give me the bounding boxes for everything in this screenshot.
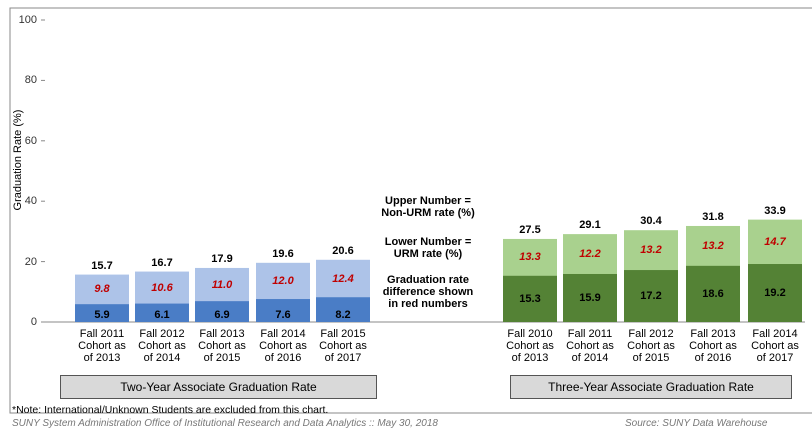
difference-label: 11.0 (211, 278, 233, 291)
lower-bar (563, 273, 617, 322)
x-tick-label: Fall 2012 Cohort as of 2014 (138, 328, 186, 364)
difference-label: 12.0 (272, 274, 294, 287)
legend-note: Lower Number = URM rate (%) (384, 236, 472, 260)
x-tick-label: Fall 2014 Cohort as of 2016 (259, 328, 307, 364)
lower-bar (686, 265, 740, 322)
y-tick-label: 0 (30, 316, 37, 328)
lower-bar (256, 299, 310, 322)
note: *Note: International/Unknown Students ar… (12, 404, 329, 416)
difference-label: 13.2 (702, 239, 724, 252)
lower-bar (316, 297, 370, 322)
upper-value-label: 16.7 (151, 256, 173, 269)
x-tick-label: Fall 2011 Cohort as of 2014 (566, 328, 614, 364)
y-tick-label: 60 (24, 134, 37, 147)
lower-value-label: 6.1 (154, 309, 170, 321)
upper-value-label: 20.6 (332, 244, 354, 257)
difference-label: 13.2 (640, 244, 662, 257)
lower-bar (748, 264, 802, 322)
lower-bar (624, 270, 678, 322)
lower-value-label: 6.9 (214, 309, 230, 321)
lower-value-label: 5.9 (94, 309, 110, 321)
difference-label: 12.2 (579, 248, 601, 261)
difference-label: 10.6 (151, 281, 173, 294)
x-tick-label: Fall 2013 Cohort as of 2016 (689, 328, 737, 364)
frame (9, 7, 812, 414)
difference-label: 9.8 (94, 283, 110, 296)
difference-label: 12.4 (332, 272, 354, 285)
upper-value-label: 33.9 (764, 204, 786, 217)
upper-value-label: 31.8 (702, 210, 724, 223)
x-tick-label: Fall 2013 Cohort as of 2015 (198, 328, 246, 364)
difference-label: 13.3 (519, 251, 541, 264)
lower-value-label: 17.2 (640, 290, 662, 303)
lower-value-label: 15.9 (579, 291, 601, 304)
lower-bar (75, 304, 129, 322)
legend-note: Graduation rate difference shown in red … (382, 274, 474, 310)
y-tick-label: 40 (24, 195, 37, 208)
x-tick-label: Fall 2015 Cohort as of 2017 (319, 328, 367, 364)
upper-value-label: 29.1 (579, 219, 601, 232)
lower-value-label: 7.6 (275, 309, 291, 321)
y-axis-label: Graduation Rate (%) (12, 109, 24, 211)
lower-bar (503, 275, 557, 322)
lower-bar (135, 303, 189, 322)
legend-note: Upper Number = Non-URM rate (%) (381, 195, 475, 219)
source: Source: SUNY Data Warehouse (625, 418, 768, 429)
upper-value-label: 17.9 (211, 252, 233, 265)
y-tick-label: 20 (24, 255, 37, 268)
panel-title: Three-Year Associate Graduation Rate (510, 375, 792, 399)
upper-value-label: 27.5 (519, 223, 541, 236)
lower-value-label: 19.2 (764, 287, 786, 299)
difference-label: 14.7 (764, 235, 786, 248)
lower-value-label: 18.6 (702, 287, 724, 300)
x-tick-label: Fall 2010 Cohort as of 2013 (506, 328, 554, 364)
credit: SUNY System Administration Office of Ins… (12, 418, 438, 429)
upper-value-label: 19.6 (272, 247, 294, 260)
x-tick-label: Fall 2014 Cohort as of 2017 (751, 328, 799, 364)
x-tick-label: Fall 2011 Cohort as of 2013 (78, 328, 126, 364)
upper-value-label: 30.4 (640, 215, 662, 228)
lower-bar (195, 301, 249, 322)
y-tick-label: 80 (24, 74, 37, 87)
y-tick-label: 100 (18, 14, 37, 26)
x-tick-label: Fall 2012 Cohort as of 2015 (627, 328, 675, 364)
lower-value-label: 15.3 (519, 292, 541, 305)
lower-value-label: 8.2 (335, 309, 351, 321)
panel-title: Two-Year Associate Graduation Rate (60, 375, 377, 399)
upper-value-label: 15.7 (91, 259, 113, 272)
